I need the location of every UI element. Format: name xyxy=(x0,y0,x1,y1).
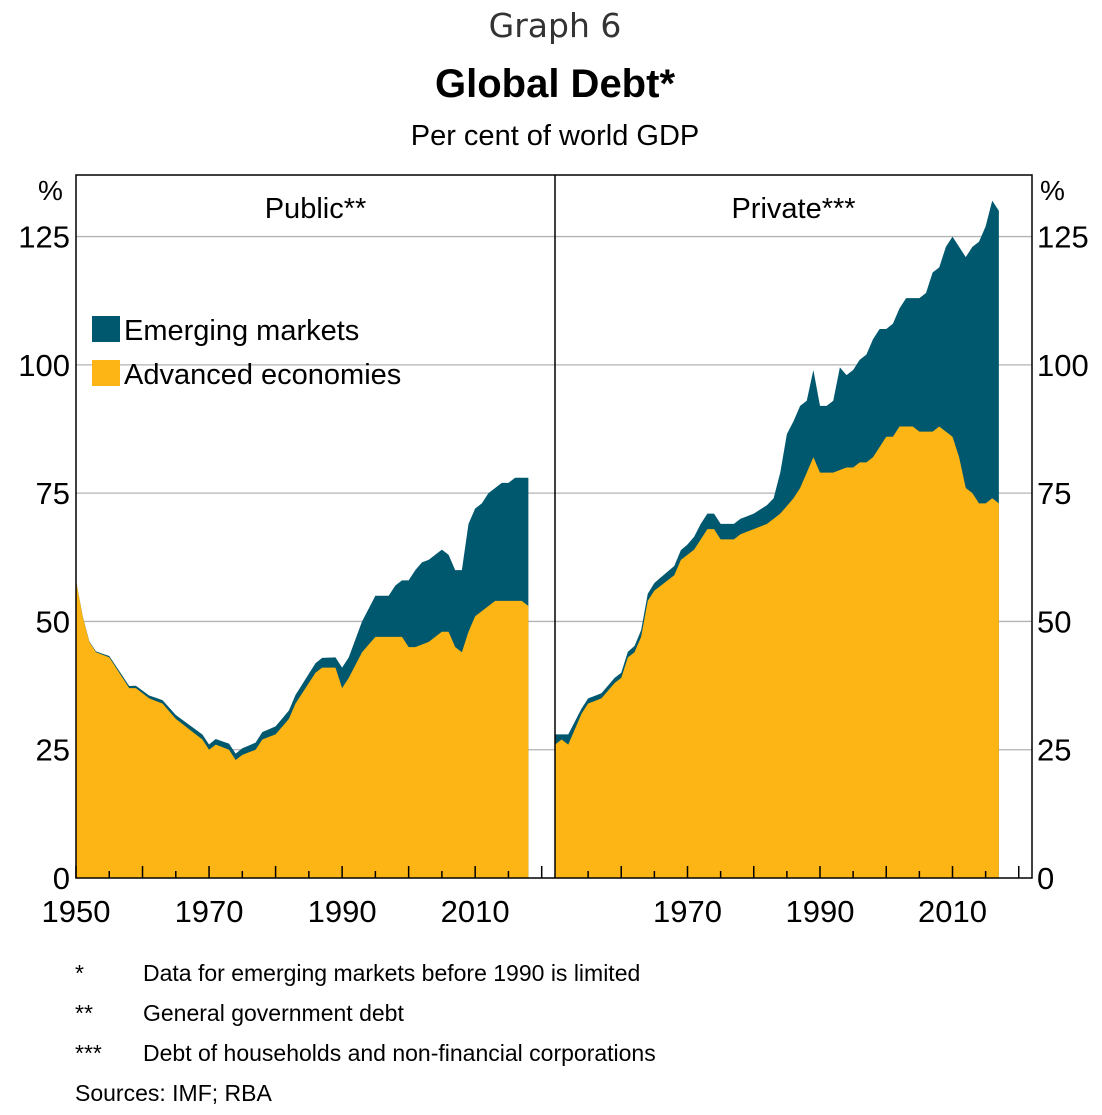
sources: Sources: IMF; RBA xyxy=(75,1080,272,1106)
x-tick-label-private-1990: 1990 xyxy=(786,894,855,929)
y-tick-label-left-0: 0 xyxy=(53,861,70,896)
x-tick-label-private-2010: 2010 xyxy=(918,894,987,929)
chart-title: Global Debt* xyxy=(434,62,676,106)
panel-public xyxy=(75,477,543,878)
panel-title-public: Public** xyxy=(265,193,367,225)
y-unit-left: % xyxy=(38,175,63,206)
y-tick-label-right-75: 75 xyxy=(1037,476,1071,511)
y-tick-label-right-0: 0 xyxy=(1037,861,1054,896)
legend: Emerging markets Advanced economies xyxy=(92,315,401,391)
footnote-2: ** General government debt xyxy=(75,1000,404,1027)
footnote-text: Data for emerging markets before 1990 is… xyxy=(143,960,641,986)
footnote-mark: ** xyxy=(75,1000,93,1026)
x-tick-label-public-2010: 2010 xyxy=(441,894,510,929)
y-tick-label-left-25: 25 xyxy=(36,733,70,768)
y-tick-label-left-100: 100 xyxy=(18,348,70,383)
y-tick-label-left-50: 50 xyxy=(36,604,70,639)
footnote-1: * Data for emerging markets before 1990 i… xyxy=(75,960,640,987)
y-tick-label-left-125: 125 xyxy=(18,220,70,255)
axis-labels: 1950 1970 1990 2010 Public** 1970 1990 2010 Priv… xyxy=(18,175,1088,929)
graph-label: Graph 6 xyxy=(488,6,622,45)
chart-subtitle: Per cent of world GDP xyxy=(410,120,700,152)
footnote-3: *** Debt of households and non-financial … xyxy=(75,1040,656,1067)
panel-private xyxy=(555,200,1020,879)
x-tick-label-public-1990: 1990 xyxy=(308,894,377,929)
legend-label-0: Emerging markets xyxy=(124,315,359,347)
area-advanced-economies-public xyxy=(76,580,529,878)
footnote-text: General government debt xyxy=(143,1000,404,1026)
y-tick-label-left-75: 75 xyxy=(36,476,70,511)
plot-border xyxy=(75,174,1033,879)
chart-frame xyxy=(75,174,1033,879)
y-unit-right: % xyxy=(1040,175,1065,206)
legend-label-1: Advanced economies xyxy=(124,359,401,391)
footnote-text: Debt of households and non-financial cor… xyxy=(143,1040,656,1066)
y-tick-label-right-125: 125 xyxy=(1037,220,1089,255)
x-tick-label-private-1970: 1970 xyxy=(653,894,722,929)
legend-swatch-0 xyxy=(92,316,120,342)
legend-swatch-1 xyxy=(92,360,120,386)
panel-title-private: Private*** xyxy=(731,193,855,225)
y-tick-label-right-50: 50 xyxy=(1037,604,1071,639)
area-advanced-economies-private xyxy=(555,426,999,878)
x-tick-label-public-1970: 1970 xyxy=(175,894,244,929)
x-tick-label-public-1950: 1950 xyxy=(42,894,111,929)
y-tick-label-right-100: 100 xyxy=(1037,348,1089,383)
y-tick-label-right-25: 25 xyxy=(1037,733,1071,768)
footnote-mark: *** xyxy=(75,1040,102,1066)
footnote-mark: * xyxy=(75,960,84,986)
